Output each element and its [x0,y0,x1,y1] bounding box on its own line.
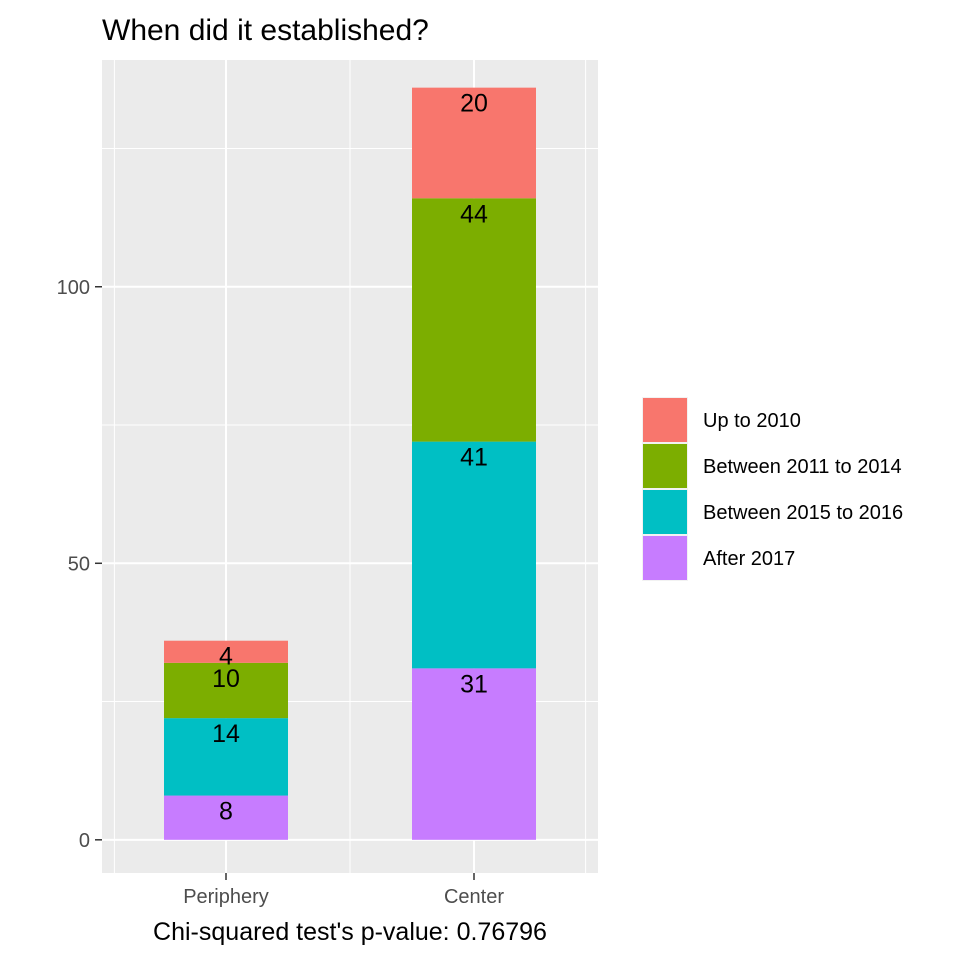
legend-swatch [643,536,687,580]
y-tick-label: 50 [68,553,90,575]
x-tick-label: Periphery [183,886,269,908]
bar-value-label: 44 [460,200,488,228]
legend-label: Between 2011 to 2014 [703,456,902,478]
bar-value-label: 31 [460,670,488,698]
legend-label: Between 2015 to 2016 [703,502,903,524]
bar-segment [412,668,536,840]
legend: Up to 2010 Between 2011 to 2014 Between 20… [642,397,903,581]
bar-labels: 8 14 104 31 41 44 20 [212,90,488,826]
legend-swatch [643,490,687,534]
bar-segment [164,640,288,663]
bar-segment [164,718,288,796]
y-axis: 0 50 100 [57,277,102,852]
chart-title: When did it established? [102,14,429,47]
chart-caption: Chi-squared test's p-value: 0.76796 [153,918,547,946]
legend-swatch [643,444,687,488]
y-tick-label: 100 [57,277,90,299]
bar-value-label: 41 [460,444,488,472]
x-axis: Periphery Center [183,873,504,908]
bar-value-label: 20 [460,90,488,118]
legend-label: Up to 2010 [703,410,801,432]
x-tick-label: Center [444,886,504,908]
bar-segment [164,662,288,719]
bar-value-label: 10 [212,665,240,693]
legend-label: After 2017 [703,548,795,570]
legend-swatch [643,398,687,442]
bar-value-label: 4 [219,643,233,671]
bar-segment [412,198,536,442]
bar-value-label: 8 [219,798,233,826]
bar-segment [164,795,288,840]
y-tick-label: 0 [79,830,90,852]
bar-segment [412,87,536,199]
bar-value-label: 14 [212,720,240,748]
bars [164,87,536,840]
bar-segment [412,441,536,669]
